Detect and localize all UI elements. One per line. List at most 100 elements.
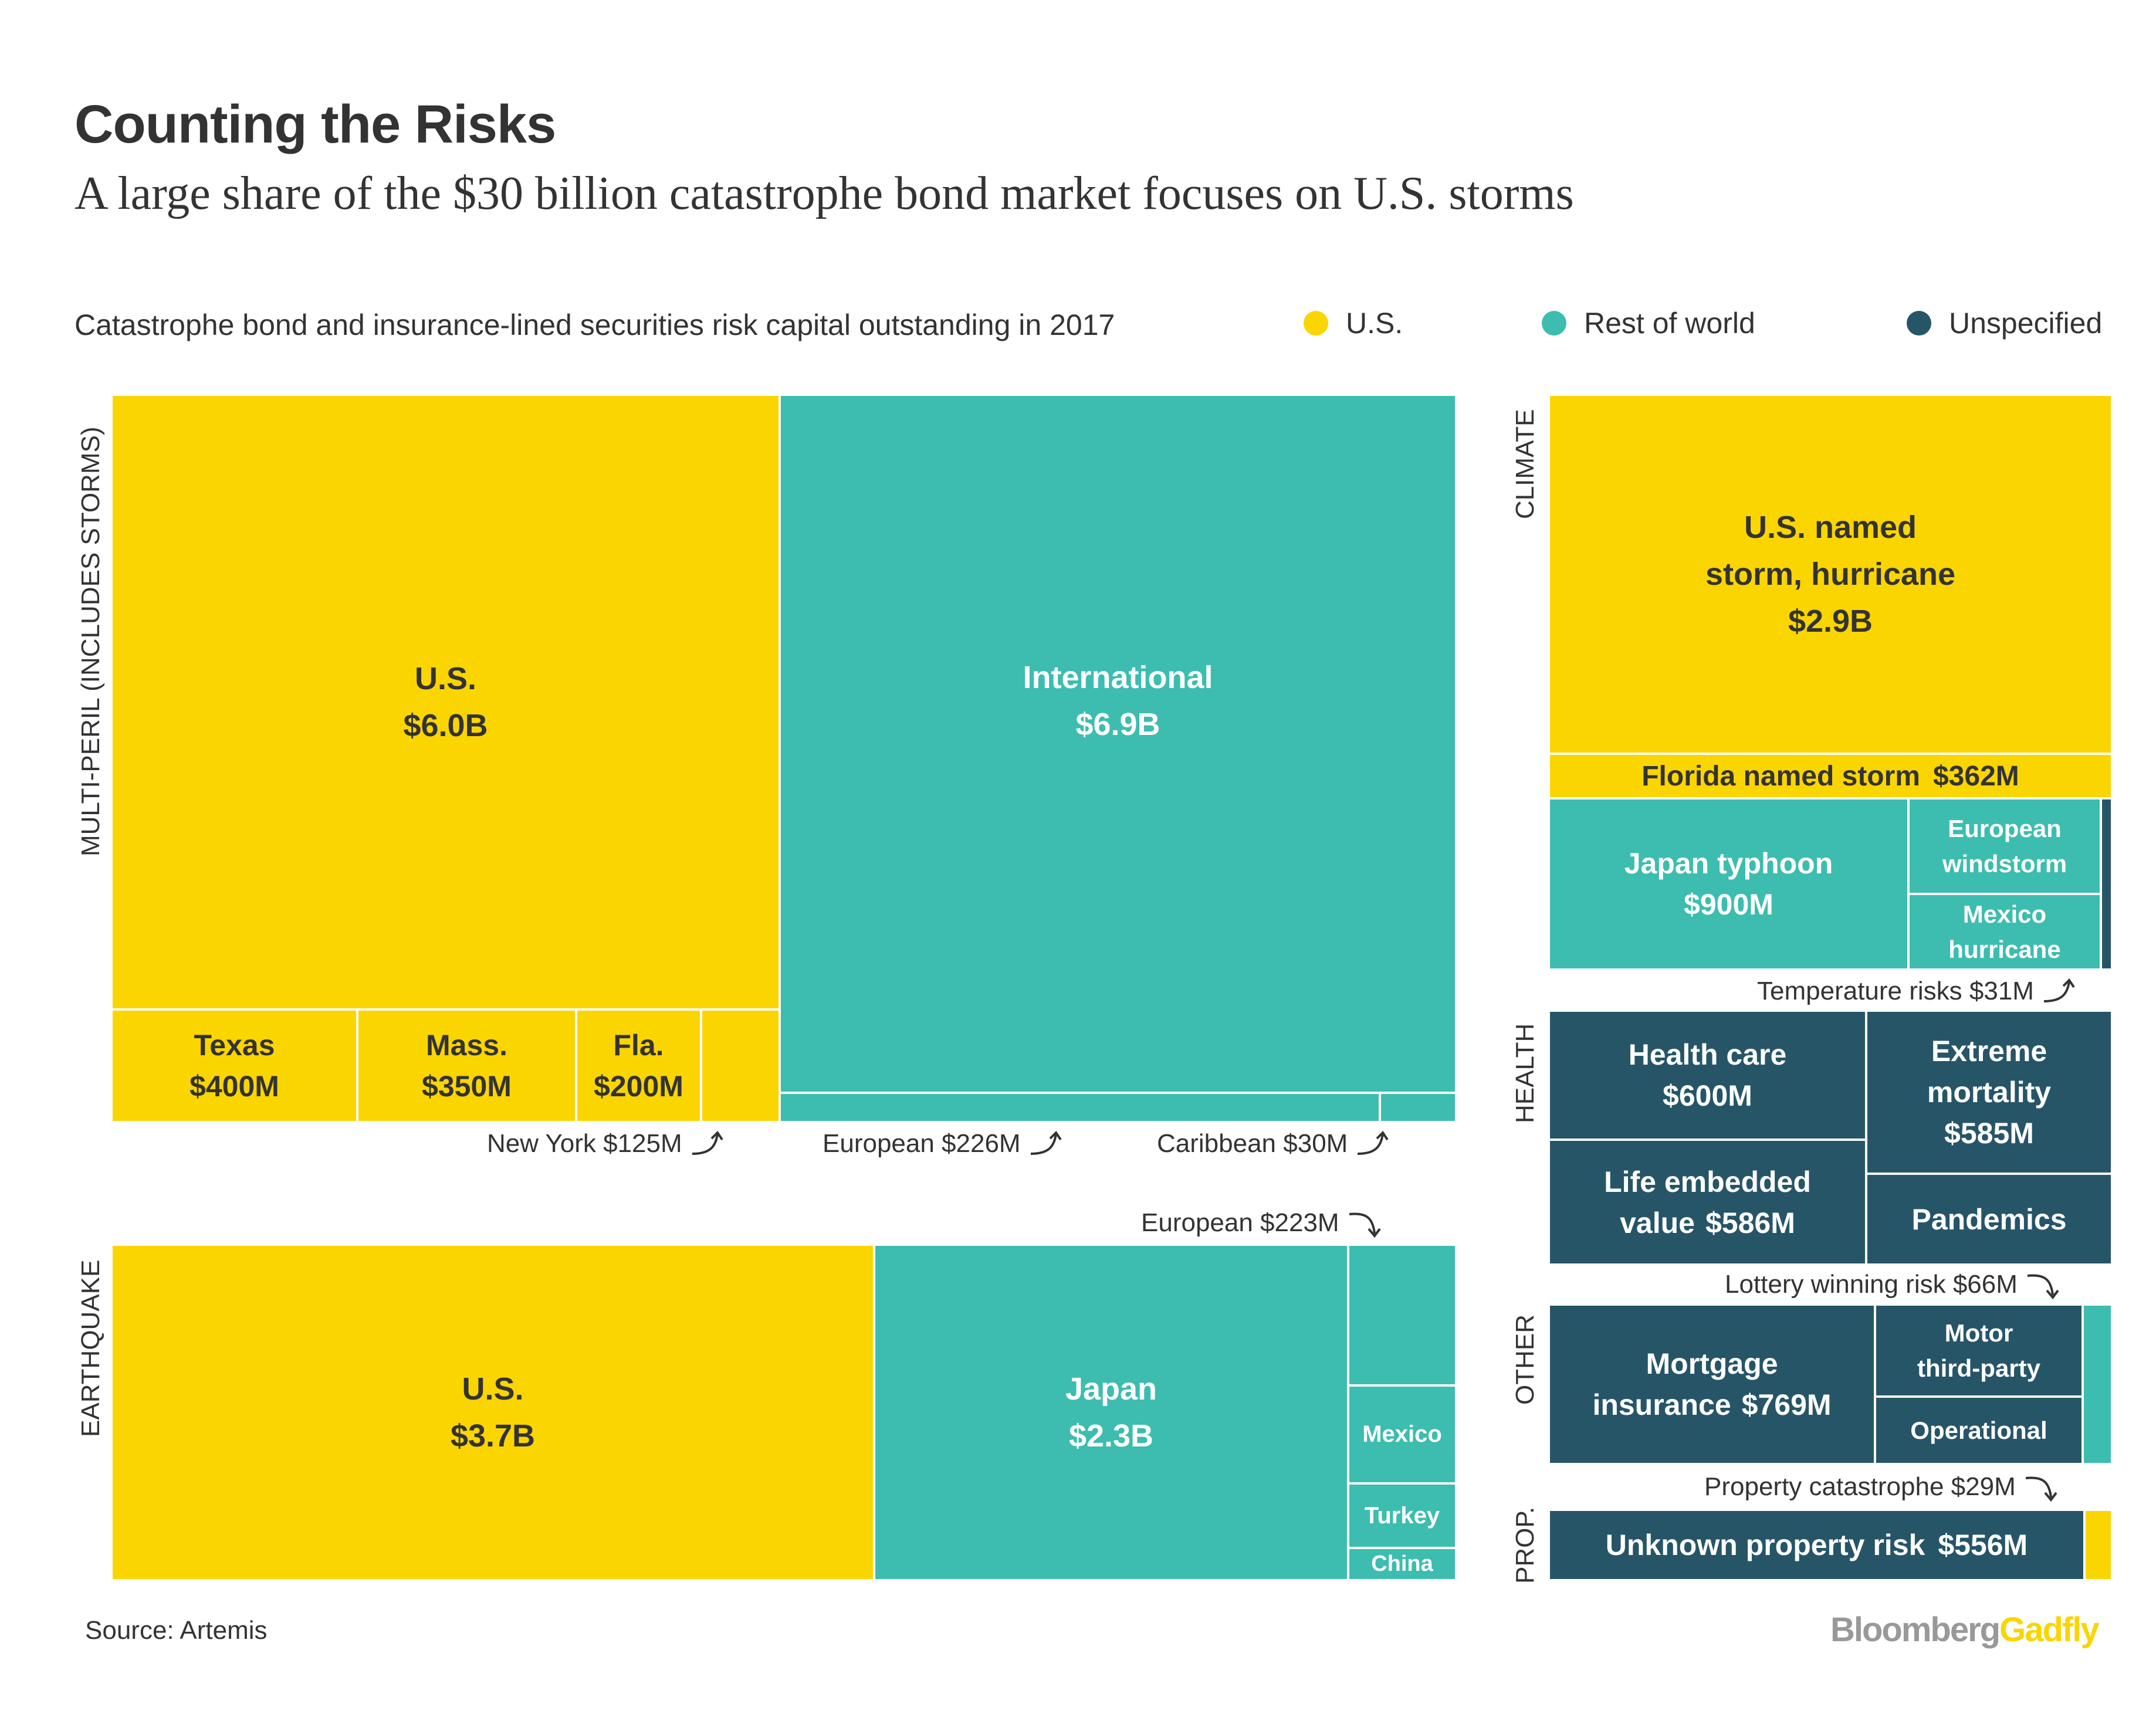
annotation-lottery: Lottery winning risk $66M (1725, 1267, 2060, 1302)
cell-label: Texas (194, 1029, 275, 1062)
chart-title: Counting the Risks (75, 94, 556, 154)
treemap-cell-eq-japan: Japan $2.3B (875, 1246, 1349, 1581)
treemap-cell-ot-lottery (2084, 1306, 2113, 1465)
treemap-cell-ot-operational: Operational (1876, 1398, 2084, 1465)
annotation-new-york: New York $125M (487, 1129, 725, 1158)
treemap-cell-cl-japan-typhoon: Japan typhoon $900M (1550, 799, 1910, 971)
cell-label-line2: mortality (1927, 1076, 2052, 1109)
cell-value: $6.0B (403, 708, 488, 743)
cell-label: China (1371, 1551, 1433, 1576)
cell-label: Health care (1628, 1038, 1787, 1071)
cell-label-line1: Mexico (1962, 900, 2047, 928)
treemap-cell-mp-mass: Mass. $350M (358, 1011, 577, 1123)
curved-arrow-icon (2027, 1274, 2059, 1300)
cell-value: $900M (1684, 888, 1773, 921)
curved-arrow-icon (1349, 1212, 1381, 1238)
cell-value: $769M (1741, 1388, 1832, 1421)
cell-label-line1: European (1948, 814, 2062, 842)
treemap-cell-mp-european (781, 1094, 1381, 1123)
treemap-cell-eq-turkey: Turkey (1349, 1485, 1457, 1549)
cell-label: Turkey (1364, 1502, 1440, 1529)
treemap-cell-cl-temperature (2102, 799, 2113, 971)
cell-label-line2: insurance (1592, 1388, 1731, 1421)
annotation-temperature: Temperature risks $31M (1757, 977, 2076, 1006)
treemap-cell-ot-motor: Motor third-party (1876, 1306, 2084, 1398)
cell-label: Unknown property risk (1605, 1529, 1925, 1561)
treemap-cell-eq-mexico: Mexico (1349, 1387, 1457, 1485)
treemap-cell-he-life-embedded: Life embedded value $586M (1550, 1141, 1867, 1266)
annotation-text: European $223M (1141, 1208, 1339, 1237)
cell-value: $585M (1944, 1117, 2034, 1150)
cell-label-line2: storm, hurricane (1705, 557, 1956, 592)
section-label-prop: PROP. (1511, 1506, 1539, 1584)
treemap-cell-cl-florida: Florida named storm $362M (1550, 755, 2113, 799)
section-label-health: HEALTH (1511, 1023, 1539, 1123)
cell-label: Operational (1910, 1416, 2047, 1444)
legend-label-rest-of-world: Rest of world (1584, 307, 1755, 340)
curved-arrow-icon (1030, 1130, 1062, 1155)
treemap-cell-eq-us: U.S. $3.7B (113, 1246, 875, 1581)
cell-label-line1: Motor (1944, 1319, 2013, 1347)
cell-label: Florida named storm (1641, 760, 1920, 792)
section-label-multi-peril: MULTI-PERIL (INCLUDES STORMS) (76, 426, 105, 856)
chart-description: Catastrophe bond and insurance-lined sec… (75, 309, 1115, 341)
cell-label-line1: Extreme (1931, 1035, 2047, 1068)
treemap-cell-mp-caribbean (1381, 1094, 1457, 1123)
cell-value: $6.9B (1075, 707, 1160, 742)
annotation-text: Property catastrophe $29M (1704, 1472, 2016, 1501)
cell-label-line2: hurricane (1948, 935, 2061, 963)
cell-label-line2: windstorm (1942, 849, 2067, 877)
cell-label: Mass. (426, 1029, 507, 1062)
cell-label-line2: value (1620, 1206, 1695, 1239)
cell-label: Pandemics (1911, 1202, 2067, 1236)
curved-arrow-icon (692, 1130, 723, 1155)
treemap-cell-eq-european (1349, 1246, 1457, 1387)
annotation-property-cat: Property catastrophe $29M (1704, 1469, 2058, 1505)
treemap-cell-cl-us-storm: U.S. named storm, hurricane $2.9B (1550, 396, 2113, 755)
cell-label-line1: U.S. named (1744, 510, 1917, 545)
treemap-cell-pr-property-cat (2086, 1511, 2113, 1581)
annotation-caribbean: Caribbean $30M (1157, 1129, 1390, 1158)
treemap-cell-mp-new-york (702, 1011, 781, 1123)
treemap-cell-mp-us: U.S. $6.0B (113, 396, 781, 1011)
cell-value: $350M (422, 1070, 512, 1103)
cell-label-line1: Mortgage (1646, 1347, 1778, 1380)
treemap-cell-mp-international: International $6.9B (781, 396, 1457, 1094)
legend-item-rest-of-world: Rest of world (1542, 306, 1755, 340)
cell-label: Mexico (1362, 1421, 1442, 1447)
treemap-cell-he-health-care: Health care $600M (1550, 1012, 1867, 1141)
treemap-cell-cl-european-windstorm: European windstorm (1910, 799, 2102, 895)
treemap-cell-pr-unknown: Unknown property risk $556M (1550, 1511, 2086, 1581)
legend-dot-unspecified (1907, 311, 1931, 336)
cell-value: $600M (1663, 1079, 1752, 1112)
treemap-cell-he-extreme-mortality: Extreme mortality $585M (1867, 1012, 2113, 1175)
annotation-text: Caribbean $30M (1157, 1129, 1348, 1158)
chart-subtitle: A large share of the $30 billion catastr… (75, 168, 1574, 219)
annotation-text: Lottery winning risk $66M (1725, 1270, 2018, 1299)
legend-label-us: U.S. (1346, 307, 1403, 340)
section-label-earthquake: EARTHQUAKE (76, 1259, 105, 1437)
cell-label: U.S. (414, 661, 477, 696)
brand-part1: Bloomberg (1830, 1611, 2001, 1649)
brand-part2: Gadfly (1999, 1611, 2099, 1649)
curved-arrow-icon (2025, 1476, 2057, 1502)
cell-label-line2: third-party (1917, 1354, 2040, 1382)
cell-label: Japan (1065, 1371, 1157, 1407)
annotation-text: Temperature risks $31M (1757, 977, 2034, 1005)
cell-label: Japan typhoon (1624, 847, 1833, 880)
treemap-cell-ot-mortgage: Mortgage insurance $769M (1550, 1306, 1876, 1465)
legend-dot-us (1304, 311, 1328, 336)
cell-value: $2.3B (1068, 1418, 1154, 1453)
cell-label-line1: Life embedded (1604, 1165, 1811, 1198)
legend-item-unspecified: Unspecified (1907, 306, 2102, 340)
cell-value: $556M (1938, 1529, 2028, 1561)
brand-logo: BloombergGadfly (1830, 1610, 2100, 1649)
treemap-cell-cl-mexico-hurricane: Mexico hurricane (1910, 895, 2102, 971)
curved-arrow-icon (1358, 1130, 1389, 1155)
cell-value: $400M (189, 1070, 279, 1103)
cell-value: $2.9B (1788, 604, 1873, 639)
annotation-text: New York $125M (487, 1129, 682, 1158)
cell-value: $586M (1705, 1206, 1795, 1239)
curved-arrow-icon (2043, 978, 2075, 1002)
section-label-other: OTHER (1511, 1314, 1539, 1405)
